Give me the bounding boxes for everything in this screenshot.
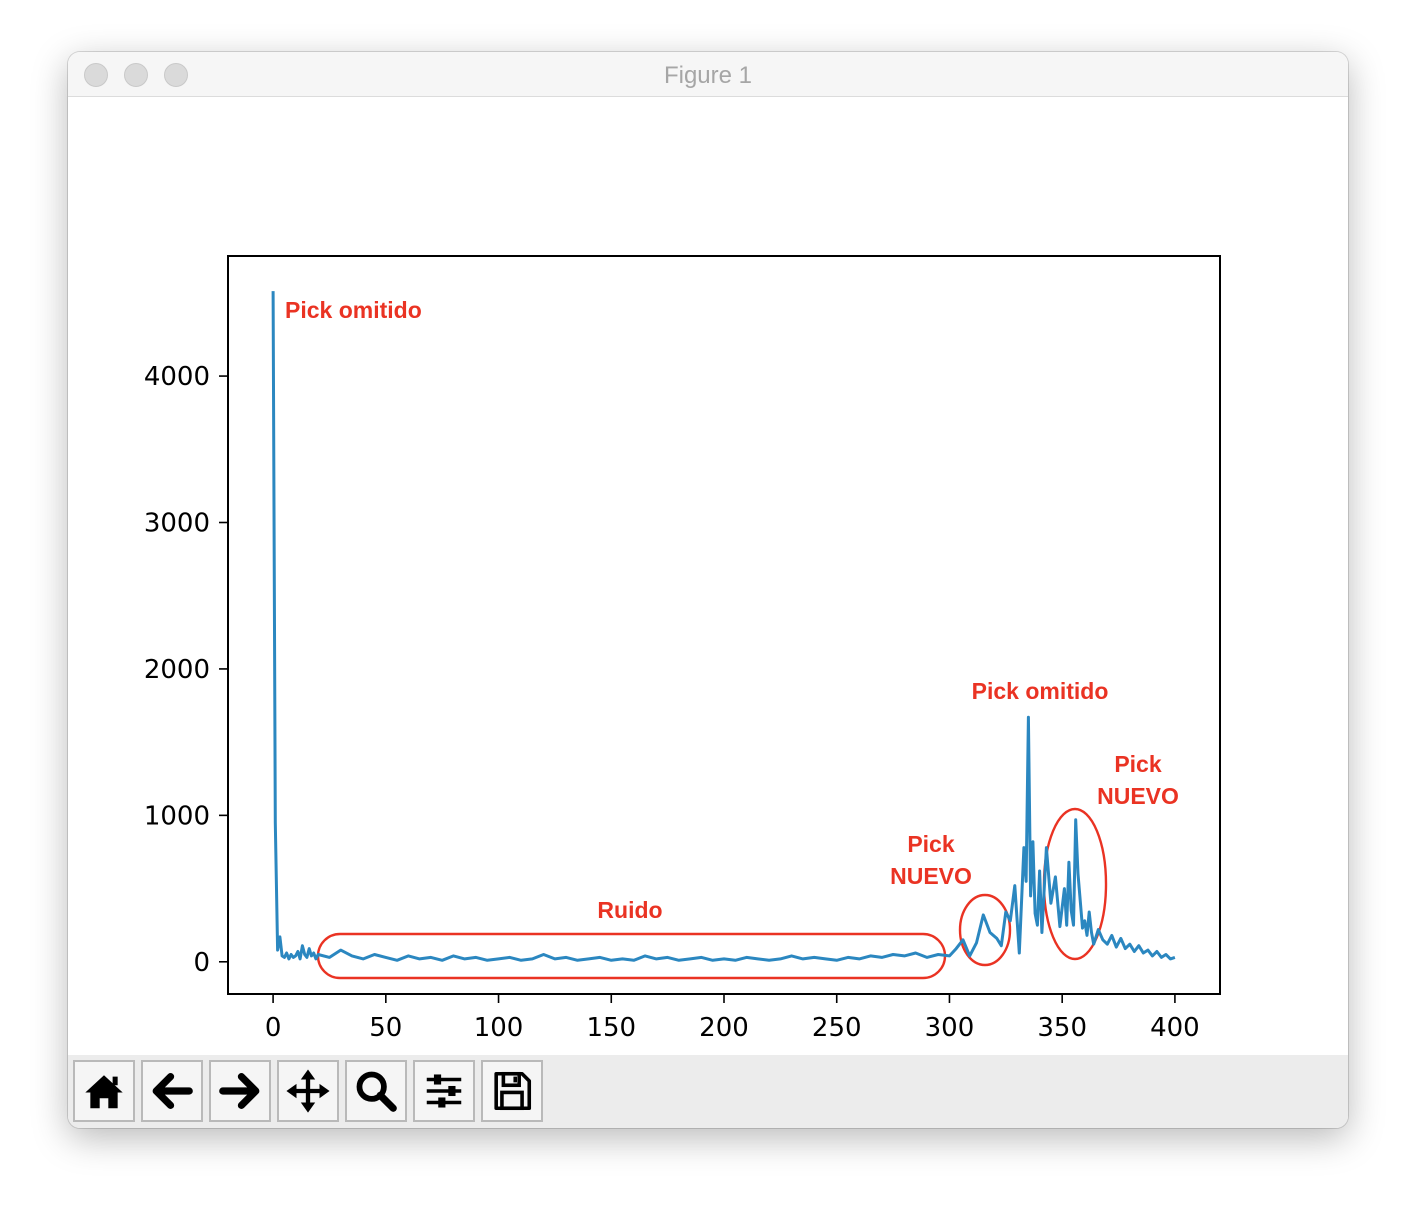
home-button[interactable] (73, 1060, 135, 1122)
window-title: Figure 1 (663, 62, 753, 89)
missed-pick-label: Pick omitido (285, 297, 422, 323)
x-tick-label: 100 (474, 1013, 524, 1043)
minimize-window-button[interactable] (124, 63, 148, 87)
forward-button[interactable] (209, 1060, 271, 1122)
close-window-button[interactable] (84, 63, 108, 87)
back-button[interactable] (141, 1060, 203, 1122)
home-icon (85, 1075, 123, 1109)
figure-canvas[interactable]: 0 50 100 150 200 250 300 350 400 0 1000 2000 3000 400… (68, 97, 1348, 1055)
x-tick-label: 200 (699, 1013, 749, 1043)
noise-label: Ruido (597, 897, 662, 923)
arrow-right-icon (219, 1073, 260, 1109)
x-tick-label: 150 (586, 1013, 636, 1043)
y-tick-label: 1000 (144, 801, 210, 831)
pan-button[interactable] (277, 1060, 339, 1122)
move-icon (286, 1069, 330, 1113)
zoom-button[interactable] (345, 1060, 407, 1122)
magnifier-icon (356, 1071, 397, 1112)
x-tick-label: 350 (1037, 1013, 1087, 1043)
y-tick-label: 0 (193, 948, 210, 978)
title-bar: Figure 1 (68, 52, 1348, 97)
axes-frame (227, 255, 1221, 995)
new-pick-label: Pick NUEVO (1097, 751, 1179, 809)
x-tick-label: 250 (812, 1013, 862, 1043)
sliders-icon (426, 1074, 462, 1108)
y-tick-label: 2000 (144, 655, 210, 685)
configure-subplots-button[interactable] (413, 1060, 475, 1122)
navigation-toolbar (68, 1055, 1348, 1128)
save-button[interactable] (481, 1060, 543, 1122)
new-pick-highlight (958, 893, 1012, 967)
y-tick-label: 4000 (144, 362, 210, 392)
figure-window: Figure 1 0 50 100 150 200 250 300 350 400 0 1000 20… (68, 52, 1348, 1128)
x-tick-label: 300 (925, 1013, 975, 1043)
data-series-line (271, 291, 1176, 962)
y-tick-label: 3000 (144, 509, 210, 539)
new-pick-label: Pick NUEVO (890, 831, 972, 889)
arrow-left-icon (152, 1073, 193, 1109)
zoom-window-button[interactable] (164, 63, 188, 87)
floppy-disk-icon (494, 1071, 532, 1111)
x-tick-label: 0 (265, 1013, 282, 1043)
missed-pick-label: Pick omitido (972, 678, 1109, 704)
x-tick-label: 400 (1150, 1013, 1200, 1043)
line-chart: 0 50 100 150 200 250 300 350 4000100020003000400… (144, 255, 1221, 1043)
x-tick-label: 50 (369, 1013, 402, 1043)
